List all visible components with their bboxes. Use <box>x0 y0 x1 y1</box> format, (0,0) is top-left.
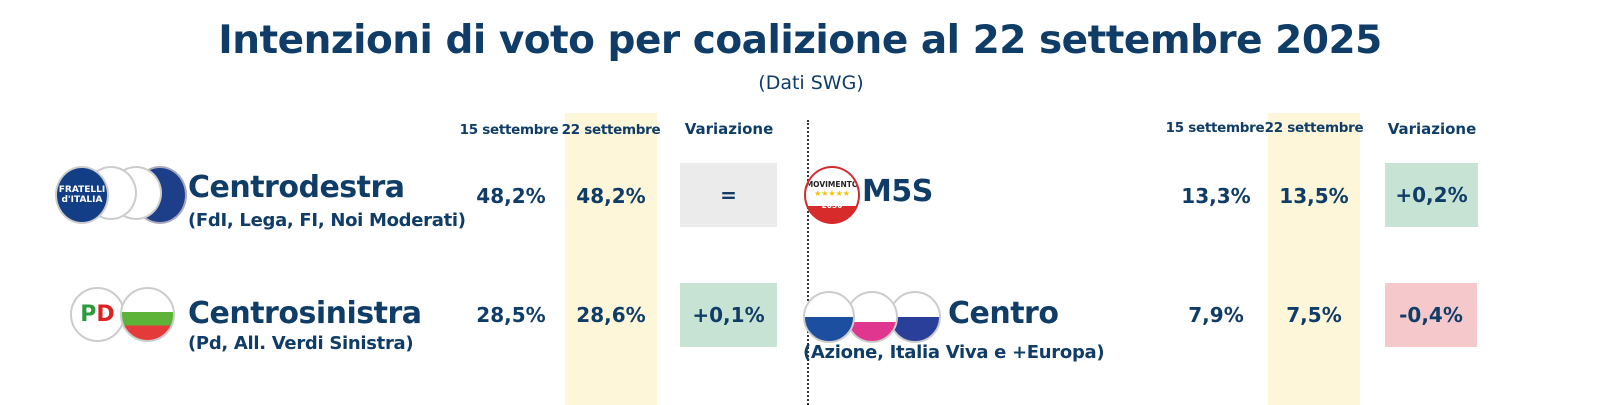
centrodestra-logos: FRATELLI d'ITALIA <box>55 166 187 224</box>
coalition-name: Centrodestra <box>188 170 405 205</box>
value-curr: 7,5% <box>1286 303 1342 327</box>
current-column-highlight <box>565 113 657 405</box>
azione-logo <box>803 291 855 343</box>
current-column-highlight <box>1268 113 1360 405</box>
value-prev: 7,9% <box>1188 303 1244 327</box>
header-prev: 15 settembre <box>459 122 559 138</box>
header-curr: 22 settembre <box>561 122 661 138</box>
header-change: Variazione <box>1387 120 1477 138</box>
header-prev: 15 settembre <box>1165 120 1265 136</box>
coalition-parties: (Pd, All. Verdi Sinistra) <box>188 333 414 354</box>
value-curr: 48,2% <box>576 184 646 208</box>
logo-text: 2050 <box>821 201 843 210</box>
stars-icon: ★★★★★ <box>814 189 850 198</box>
value-prev: 28,5% <box>476 303 546 327</box>
fratelli-italia-logo: FRATELLI d'ITALIA <box>55 166 109 224</box>
logo-text: MOVIMENTO <box>805 180 859 189</box>
change-badge: +0,2% <box>1385 163 1478 227</box>
change-badge: -0,4% <box>1385 283 1477 347</box>
header-curr: 22 settembre <box>1264 120 1364 136</box>
subtitle: (Dati SWG) <box>758 72 864 94</box>
coalition-parties: (Azione, Italia Viva e +Europa) <box>803 342 1105 363</box>
change-badge: +0,1% <box>680 283 777 347</box>
coalition-name: M5S <box>862 174 933 209</box>
coalition-name: Centrosinistra <box>188 296 422 331</box>
divider <box>807 120 809 405</box>
value-prev: 13,3% <box>1181 184 1251 208</box>
logo-text: FRATELLI d'ITALIA <box>58 185 106 205</box>
m5s-logo: MOVIMENTO ★★★★★ 2050 <box>804 166 860 224</box>
value-prev: 48,2% <box>476 184 546 208</box>
value-curr: 28,6% <box>576 303 646 327</box>
header-change: Variazione <box>684 120 774 138</box>
change-badge: = <box>680 163 777 227</box>
centro-logos <box>803 291 943 346</box>
page-title: Intenzioni di voto per coalizione al 22 … <box>218 18 1382 63</box>
coalition-name: Centro <box>948 296 1059 331</box>
avs-logo <box>120 287 175 342</box>
value-curr: 13,5% <box>1279 184 1349 208</box>
coalition-parties: (FdI, Lega, FI, Noi Moderati) <box>188 210 466 231</box>
